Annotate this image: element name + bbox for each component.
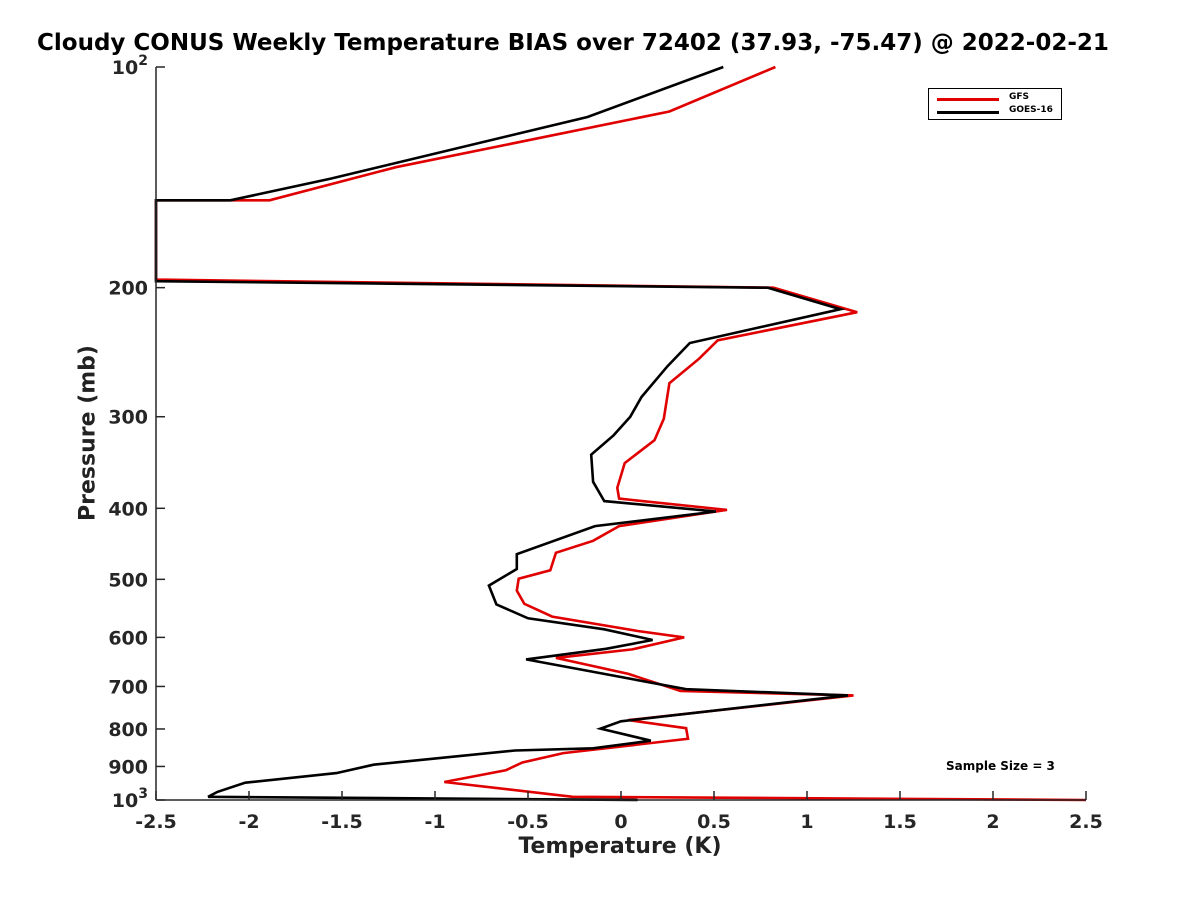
series-line-gfs [154, 65, 1087, 802]
y-tick-label: 700 [108, 676, 148, 698]
plot-area: -2.5 -2 -1.5 -1 -0.5 0 0.5 1 1.5 2 2.5 102 200 300 400… [108, 53, 1103, 833]
x-tick-label: 1.5 [883, 811, 917, 833]
sample-size-annotation: Sample Size = 3 [946, 759, 1055, 773]
y-tick-label: 103 [112, 786, 148, 812]
y-tick-label: 400 [108, 498, 148, 520]
chart-title: Cloudy CONUS Weekly Temperature BIAS ove… [37, 30, 1109, 56]
x-tick-label: 2.5 [1069, 811, 1103, 833]
legend-label-goes16: GOES-16 [1009, 105, 1053, 115]
series-line-goes16 [154, 65, 849, 802]
legend-label-gfs: GFS [1009, 92, 1030, 102]
x-tick-label: -1.5 [321, 811, 363, 833]
y-tick-label: 600 [108, 627, 148, 649]
legend-item-goes16: GOES-16 [937, 105, 1061, 118]
x-axis-label: Temperature (K) [518, 834, 722, 859]
y-tick-label: 102 [112, 53, 148, 79]
legend: GFS GOES-16 [928, 88, 1062, 120]
legend-line-goes16 [937, 111, 999, 114]
y-tick-label: 300 [108, 407, 148, 429]
x-tick-label: 0 [614, 811, 627, 833]
x-tick-label: -0.5 [507, 811, 549, 833]
x-tick-label: 2 [986, 811, 999, 833]
x-tick-label: -2 [238, 811, 259, 833]
legend-item-gfs: GFS [937, 92, 1061, 105]
y-tick-label: 800 [108, 719, 148, 741]
x-tick-label: -2.5 [135, 811, 177, 833]
y-tick-label: 200 [108, 278, 148, 300]
x-tick-label: 0.5 [697, 811, 731, 833]
y-tick-label: 500 [108, 569, 148, 591]
y-axis-label: Pressure (mb) [75, 345, 101, 521]
y-tick-label: 900 [108, 756, 148, 778]
x-tick-label: -1 [424, 811, 445, 833]
x-tick-label: 1 [800, 811, 813, 833]
legend-line-gfs [937, 98, 999, 101]
